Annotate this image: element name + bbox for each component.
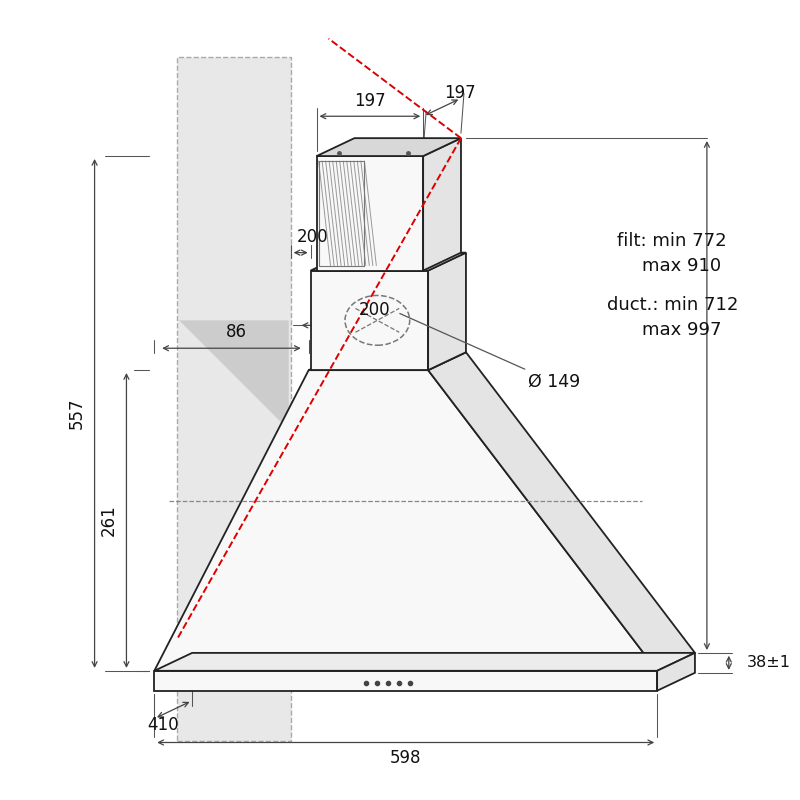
- Polygon shape: [428, 352, 695, 671]
- Polygon shape: [179, 430, 289, 639]
- Text: 598: 598: [390, 750, 422, 767]
- Polygon shape: [309, 352, 466, 370]
- Text: 200: 200: [297, 228, 329, 246]
- Polygon shape: [154, 671, 657, 690]
- Text: max 997: max 997: [642, 322, 722, 339]
- Text: 557: 557: [68, 398, 86, 429]
- Polygon shape: [154, 370, 657, 671]
- Text: 410: 410: [147, 715, 179, 734]
- Text: filt: min 772: filt: min 772: [618, 232, 727, 250]
- Text: 38±1: 38±1: [746, 655, 790, 670]
- Polygon shape: [179, 320, 289, 430]
- Polygon shape: [310, 270, 428, 370]
- Polygon shape: [154, 653, 695, 671]
- Polygon shape: [178, 57, 290, 741]
- Polygon shape: [423, 138, 461, 270]
- Text: duct.: min 712: duct.: min 712: [607, 297, 738, 314]
- Polygon shape: [317, 138, 461, 156]
- Text: 197: 197: [444, 84, 476, 102]
- Text: Ø 149: Ø 149: [400, 314, 580, 391]
- Text: 197: 197: [354, 92, 386, 110]
- Text: max 910: max 910: [642, 257, 722, 274]
- Polygon shape: [657, 653, 695, 690]
- Polygon shape: [310, 253, 466, 270]
- Polygon shape: [317, 156, 423, 270]
- Polygon shape: [428, 253, 466, 370]
- Text: 200: 200: [358, 302, 390, 319]
- Text: 261: 261: [99, 505, 118, 536]
- Text: 86: 86: [226, 323, 247, 342]
